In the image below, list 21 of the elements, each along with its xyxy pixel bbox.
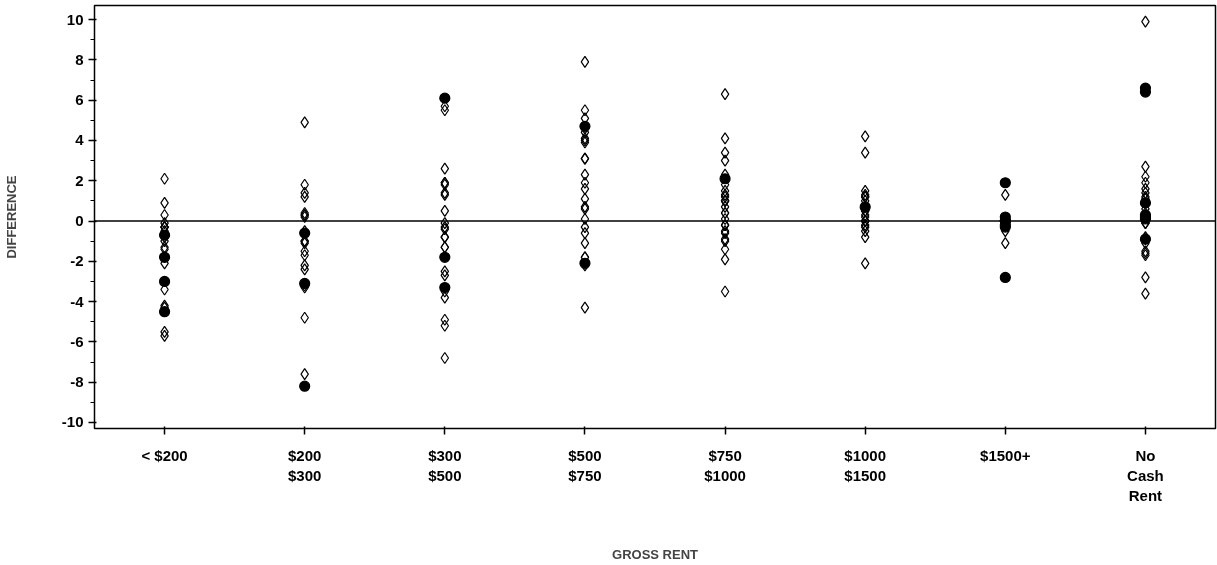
x-tick-label: $500 $750 bbox=[568, 446, 602, 484]
y-tick-label: -4 bbox=[70, 292, 85, 310]
y-tick-label: -10 bbox=[61, 413, 84, 431]
y-tick-label: 8 bbox=[75, 50, 84, 68]
y-tick-label: -6 bbox=[70, 332, 84, 350]
y-tick-label: -8 bbox=[70, 373, 84, 391]
y-axis-title: DIFFERENCE bbox=[3, 175, 19, 259]
x-tick-label: $200 $300 bbox=[288, 446, 322, 484]
x-tick-label: $300 $500 bbox=[428, 446, 462, 484]
x-tick-label: < $200 bbox=[141, 446, 188, 464]
x-tick-label: $750 $1000 bbox=[704, 446, 746, 484]
x-tick-label: $1500+ bbox=[980, 446, 1031, 464]
x-axis-title: GROSS RENT bbox=[612, 547, 699, 563]
y-tick-label: 4 bbox=[75, 131, 85, 149]
x-tick-label: $1000 $1500 bbox=[844, 446, 887, 484]
y-tick-label: 2 bbox=[75, 171, 84, 189]
y-tick-label: -2 bbox=[70, 252, 84, 270]
y-tick-label: 10 bbox=[66, 10, 84, 28]
y-tick-label: 0 bbox=[75, 212, 84, 230]
x-tick-label: No Cash Rent bbox=[1127, 446, 1164, 505]
y-tick-label: 6 bbox=[75, 91, 84, 109]
